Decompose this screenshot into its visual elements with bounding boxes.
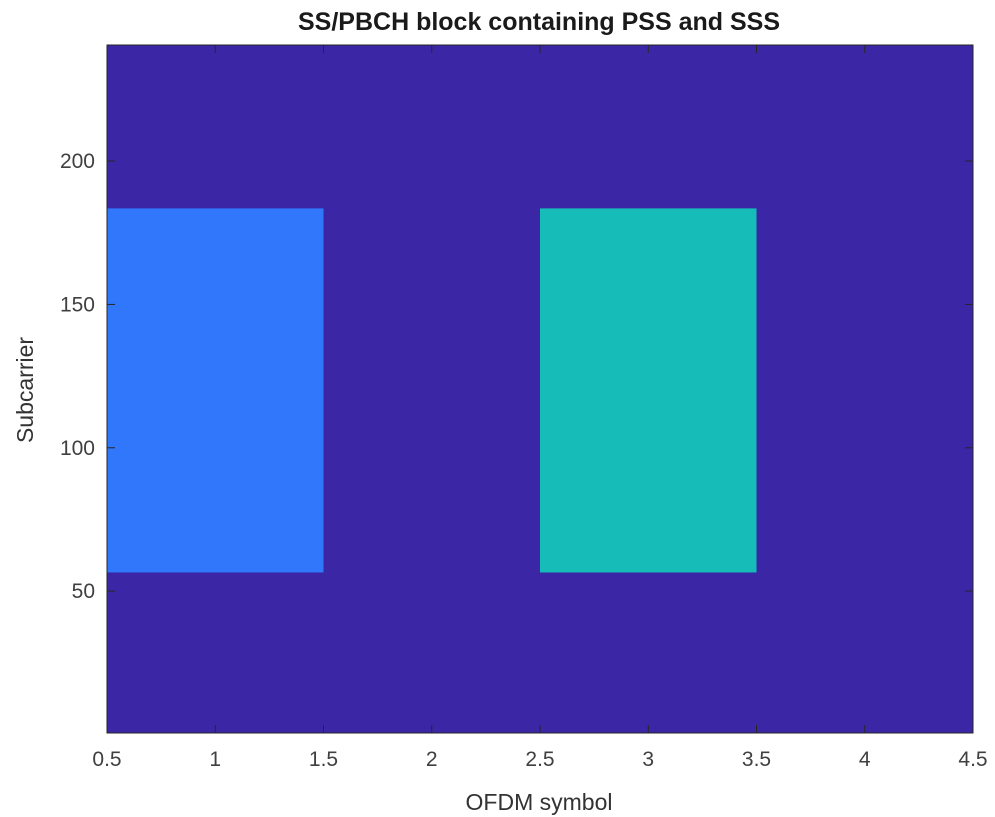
heatmap-cell-0 xyxy=(107,208,324,573)
y-tick-label: 100 xyxy=(60,437,95,460)
y-axis-label: Subcarrier xyxy=(12,337,38,443)
x-tick-label: 1 xyxy=(209,748,221,771)
x-tick-label: 3 xyxy=(642,748,654,771)
x-tick-label: 4.5 xyxy=(958,748,987,771)
x-tick-label: 3.5 xyxy=(742,748,771,771)
y-tick-label: 150 xyxy=(60,293,95,316)
y-tick-label: 50 xyxy=(72,580,95,603)
x-tick-label: 4 xyxy=(859,748,871,771)
x-axis-label: OFDM symbol xyxy=(466,789,613,815)
x-tick-label: 1.5 xyxy=(309,748,338,771)
x-tick-label: 2.5 xyxy=(525,748,554,771)
chart-title: SS/PBCH block containing PSS and SSS xyxy=(298,8,780,36)
y-tick-label: 200 xyxy=(60,150,95,173)
heatmap-cell-1 xyxy=(540,208,757,573)
x-tick-label: 0.5 xyxy=(92,748,121,771)
x-tick-label: 2 xyxy=(426,748,438,771)
